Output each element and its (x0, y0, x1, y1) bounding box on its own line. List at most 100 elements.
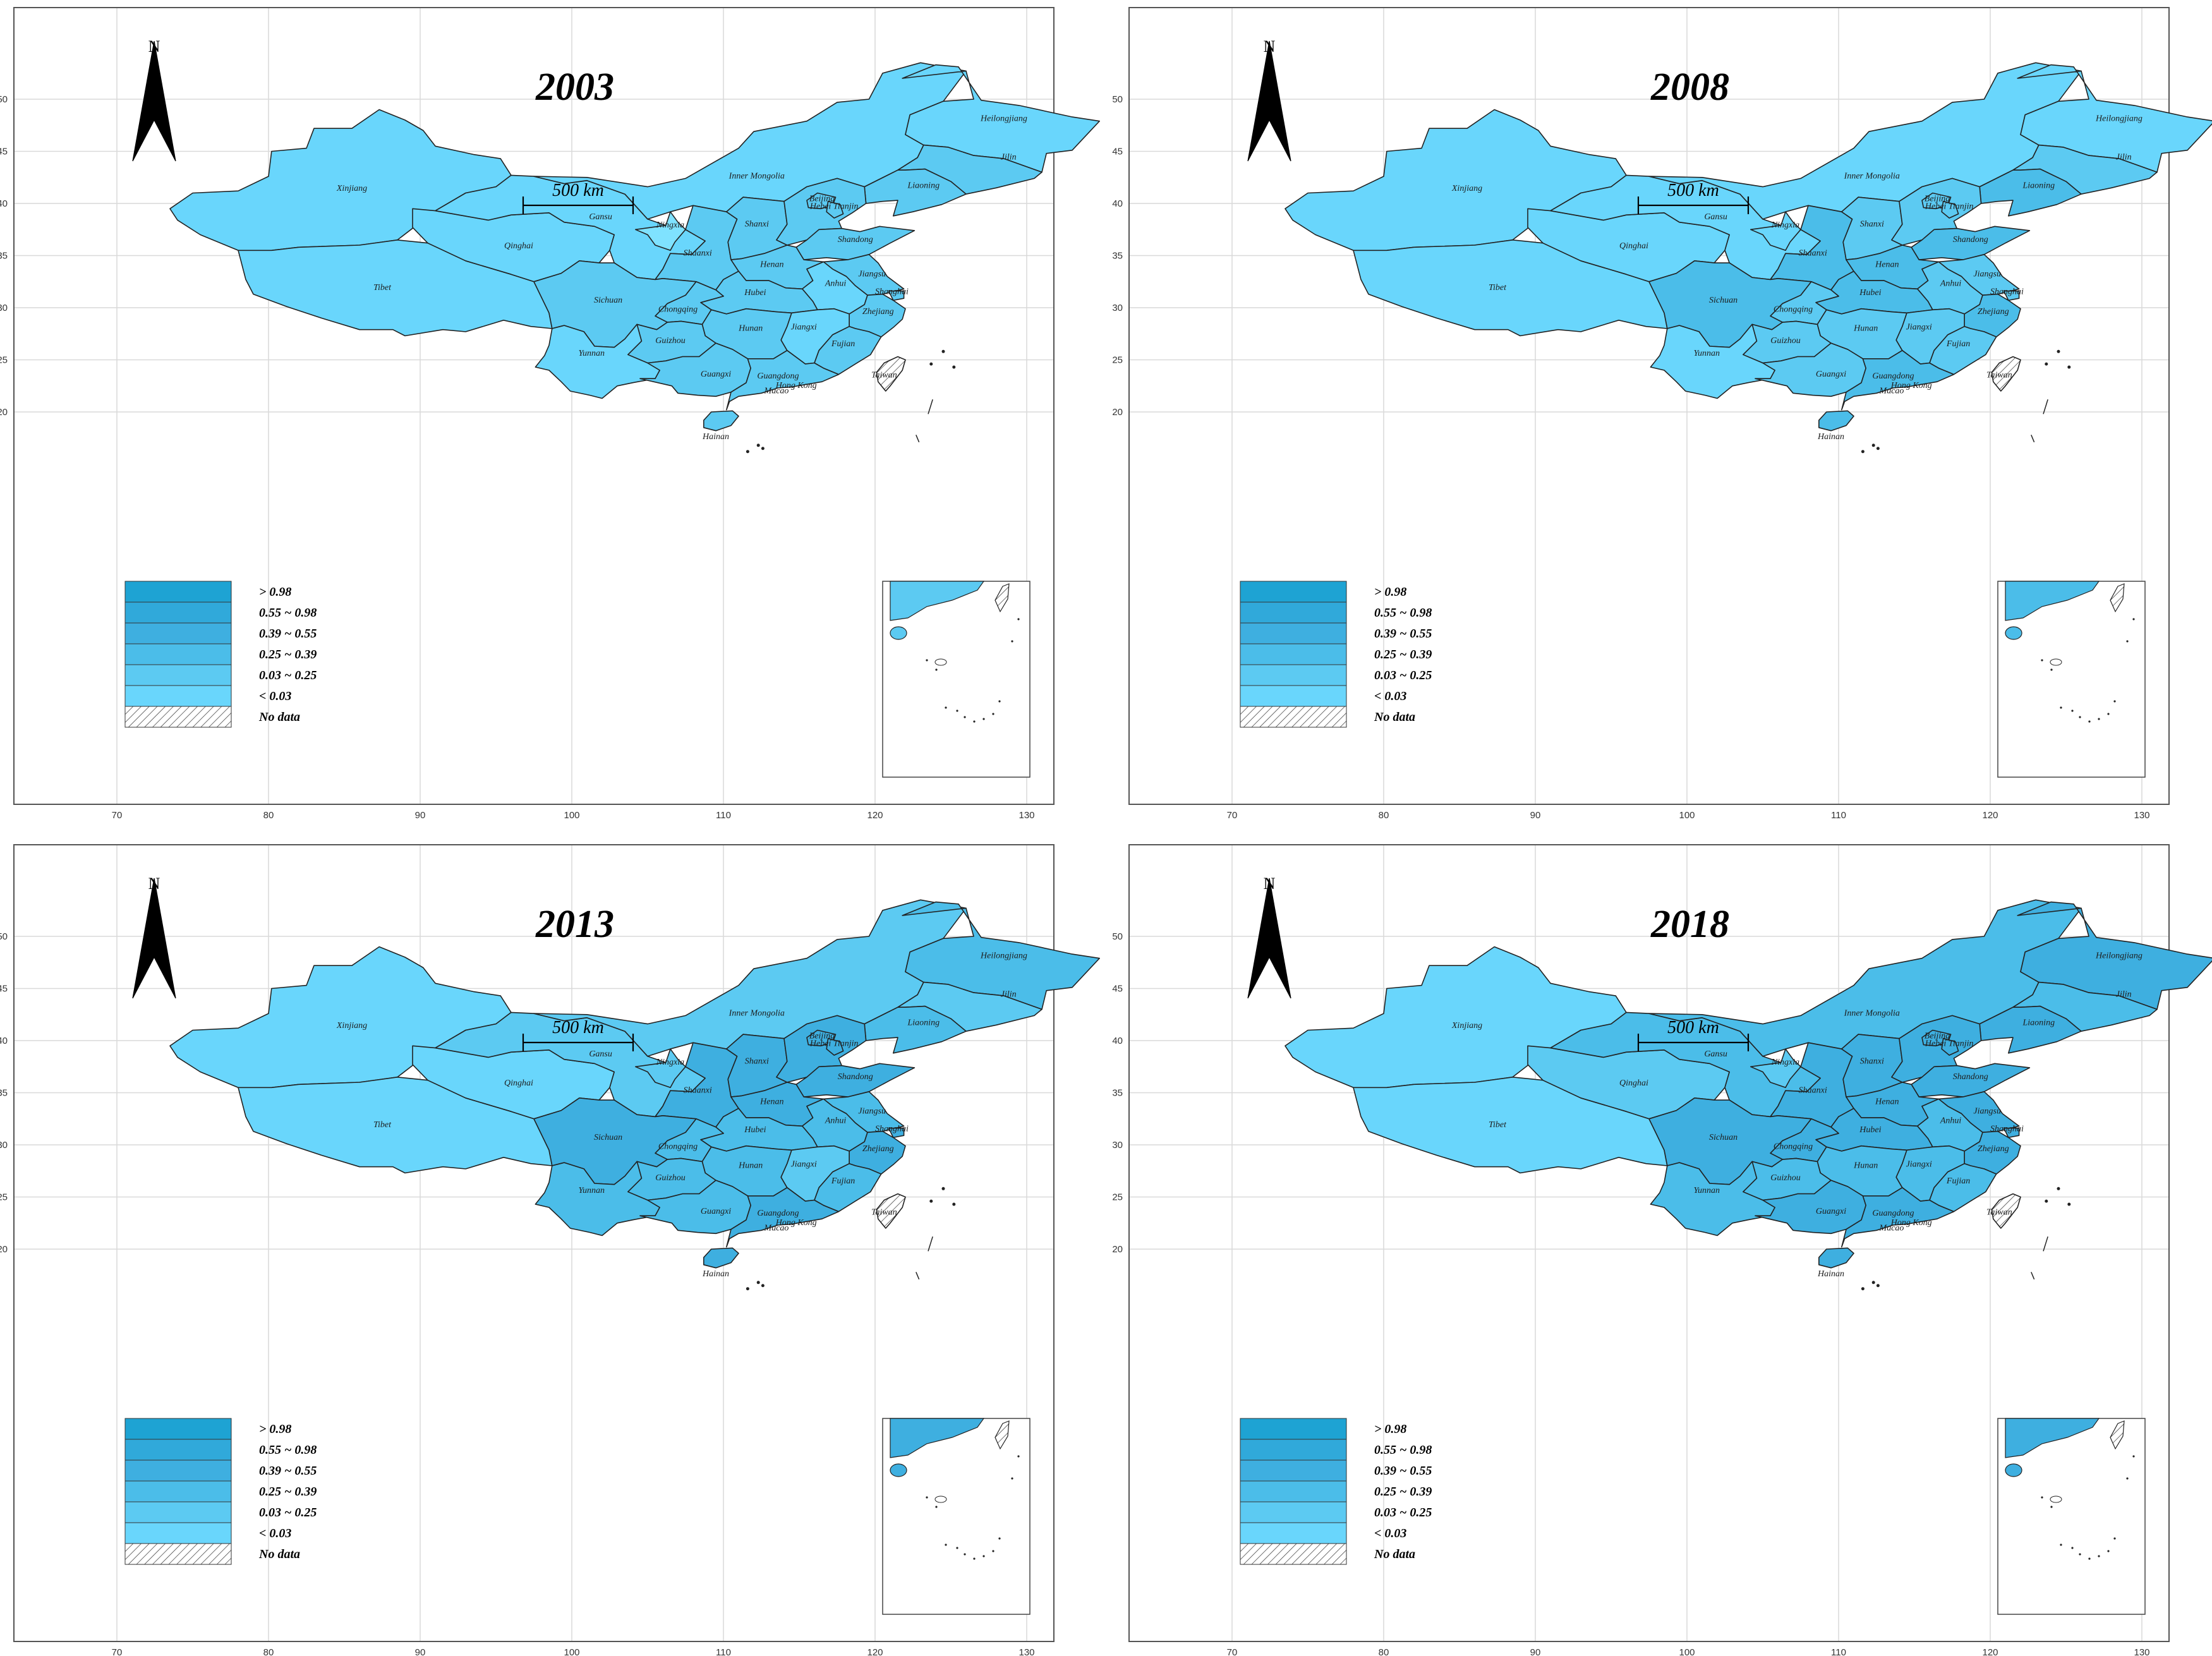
province-tibet[interactable] (238, 239, 553, 337)
label-sichuan: Sichuan (1709, 1133, 1738, 1142)
label-chongqing: Chongqing (1774, 305, 1813, 315)
north-arrow (1247, 40, 1291, 162)
legend-label: > 0.98 (1374, 1422, 1406, 1436)
label-chongqing: Chongqing (1774, 1142, 1813, 1152)
label-inner-mongolia: Inner Mongolia (1844, 171, 1900, 181)
x-tick-label: 120 (1982, 1647, 1998, 1656)
x-tick-label: 110 (1831, 810, 1846, 821)
province-hainan[interactable] (1818, 1247, 1854, 1269)
y-tick-label: 35 (1112, 251, 1123, 262)
scale-label: 500 km (552, 181, 604, 200)
label-shaanxi: Shaanxi (1799, 249, 1827, 258)
province-guangxi[interactable] (1755, 342, 1866, 397)
province-tibet[interactable] (1353, 1076, 1668, 1174)
province-hebei[interactable] (776, 1015, 867, 1083)
province-liaoning[interactable] (1979, 1005, 2082, 1054)
legend: > 0.98 0.55 ~ 0.98 0.39 ~ 0.55 0.25 ~ 0.39 0… (124, 1418, 317, 1565)
province-fujian[interactable] (814, 1163, 882, 1212)
south-china-sea-inset[interactable] (882, 581, 1030, 778)
province-hebei[interactable] (1891, 178, 1982, 246)
province-tianjin[interactable] (826, 200, 844, 219)
province-hebei[interactable] (1891, 1015, 1982, 1083)
province-shanghai[interactable] (888, 1127, 905, 1139)
province-taiwan[interactable] (1991, 356, 2021, 392)
province-guangdong[interactable] (726, 1187, 840, 1248)
label-xinjiang: Xinjiang (1451, 184, 1482, 193)
legend-label: 0.03 ~ 0.25 (1374, 668, 1432, 682)
legend-label: No data (258, 710, 300, 724)
province-fujian[interactable] (1929, 1163, 1997, 1212)
province-tibet[interactable] (1353, 239, 1668, 337)
province-hebei[interactable] (776, 178, 867, 246)
label-jilin: Jilin (2116, 990, 2132, 1000)
island-dot (746, 450, 749, 454)
label-zhejiang: Zhejiang (862, 1144, 894, 1154)
label-yunnan: Yunnan (1693, 1186, 1720, 1195)
legend-swatch (1240, 1439, 1347, 1461)
label-anhui: Anhui (825, 279, 847, 288)
province-taiwan[interactable] (876, 356, 906, 392)
province-guangxi[interactable] (1755, 1180, 1866, 1235)
south-china-sea-inset[interactable] (1997, 581, 2146, 778)
province-fujian[interactable] (814, 325, 882, 375)
x-tick-label: 130 (2134, 810, 2149, 821)
y-tick-label: 25 (1112, 1192, 1123, 1203)
province-guangdong[interactable] (1841, 1187, 1955, 1248)
legend-label: 0.55 ~ 0.98 (259, 1443, 317, 1457)
boundary-dash (2043, 1236, 2048, 1252)
island-dot (2057, 349, 2060, 353)
province-ningxia[interactable] (1750, 211, 1801, 251)
south-china-sea-inset[interactable] (1997, 1418, 2146, 1615)
label-guangxi: Guangxi (701, 1207, 731, 1216)
province-liaoning[interactable] (864, 168, 967, 217)
label-hubei: Hubei (1859, 288, 1881, 298)
label-guangxi: Guangxi (1816, 370, 1846, 379)
label-yunnan: Yunnan (1693, 349, 1720, 358)
island-dot (746, 1287, 749, 1291)
map-svg: 70 80 90 100 110 120 130 50 45 40 35 30 25 20 Xinjiang… (1112, 844, 2212, 1656)
province-fujian[interactable] (1929, 325, 1997, 375)
x-tick-label: 90 (1530, 1647, 1541, 1656)
label-tibet: Tibet (1489, 283, 1507, 293)
province-shanghai[interactable] (2003, 1127, 2020, 1139)
province-tibet[interactable] (238, 1076, 553, 1174)
y-tick-label: 20 (1112, 1244, 1123, 1255)
province-liaoning[interactable] (864, 1005, 967, 1054)
province-tianjin[interactable] (826, 1037, 844, 1056)
province-hainan[interactable] (703, 410, 739, 432)
province-ningxia[interactable] (1750, 1048, 1801, 1089)
legend: > 0.98 0.55 ~ 0.98 0.39 ~ 0.55 0.25 ~ 0.39 0… (1240, 1418, 1432, 1565)
province-hainan[interactable] (703, 1247, 739, 1269)
province-taiwan[interactable] (876, 1193, 906, 1229)
province-taiwan[interactable] (1991, 1193, 2021, 1229)
map-svg: 70 80 90 100 110 120 130 50 45 40 35 30 25 20 Xinjiang… (0, 844, 1100, 1656)
province-hainan[interactable] (1818, 410, 1854, 432)
x-tick-label: 120 (1982, 810, 1998, 821)
year-title: 2008 (1650, 66, 1729, 109)
label-guizhou: Guizhou (1770, 1173, 1800, 1183)
province-ningxia[interactable] (634, 211, 686, 251)
map-frame (1128, 7, 2170, 805)
province-ningxia[interactable] (634, 1048, 686, 1089)
province-guangdong[interactable] (1841, 349, 1955, 411)
scale-bar (1637, 1034, 1750, 1051)
label-taiwan: Taiwan (1986, 371, 2012, 380)
south-china-sea-inset[interactable] (882, 1418, 1030, 1615)
label-liaoning: Liaoning (907, 181, 940, 190)
province-tianjin[interactable] (1941, 1037, 1959, 1056)
province-tianjin[interactable] (1941, 200, 1959, 219)
province-shanghai[interactable] (2003, 290, 2020, 301)
province-liaoning[interactable] (1979, 168, 2082, 217)
legend-swatch (1240, 664, 1347, 686)
boundary-dash (2043, 399, 2048, 414)
province-shanghai[interactable] (888, 290, 905, 301)
province-guangxi[interactable] (639, 342, 751, 397)
province-guangdong[interactable] (726, 349, 840, 411)
label-sichuan: Sichuan (1709, 296, 1738, 305)
legend-label: 0.25 ~ 0.39 (1374, 648, 1432, 662)
label-heilongjiang: Heilongjiang (980, 114, 1027, 124)
north-arrow (1247, 878, 1291, 999)
province-guangxi[interactable] (639, 1180, 751, 1235)
legend-label: No data (1374, 1547, 1415, 1561)
label-taiwan: Taiwan (871, 1208, 897, 1218)
